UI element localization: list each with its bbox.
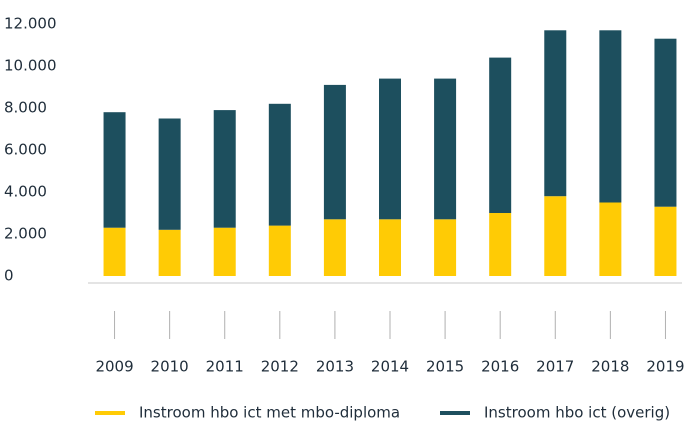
bar-segment bbox=[654, 206, 677, 276]
bar-segment bbox=[103, 227, 126, 276]
y-tick-label: 10.000 bbox=[4, 57, 57, 75]
bar-segment bbox=[379, 78, 401, 220]
x-tick-label: 2018 bbox=[591, 358, 629, 376]
bar-segment bbox=[599, 202, 622, 276]
bar-segment bbox=[544, 196, 567, 276]
legend-label: Instroom hbo ict (overig) bbox=[484, 404, 670, 422]
bar-segment bbox=[268, 225, 291, 276]
bar-segment bbox=[654, 38, 677, 207]
x-tick-label: 2010 bbox=[151, 358, 189, 376]
x-tick-label: 2011 bbox=[206, 358, 244, 376]
x-tick-label: 2015 bbox=[426, 358, 464, 376]
bar-segment bbox=[379, 219, 401, 276]
y-tick-label: 8.000 bbox=[4, 99, 47, 117]
bar-segment bbox=[434, 219, 457, 276]
x-tick-label: 2014 bbox=[371, 358, 409, 376]
y-tick-label: 6.000 bbox=[4, 141, 47, 159]
x-tick-label: 2009 bbox=[95, 358, 133, 376]
bar-segment bbox=[158, 229, 181, 276]
bar-segment bbox=[103, 112, 126, 228]
y-tick-label: 12.000 bbox=[4, 15, 57, 33]
bar-segment bbox=[599, 30, 622, 203]
bar-segment bbox=[489, 57, 512, 213]
bar-segment bbox=[434, 78, 457, 220]
bar-segment bbox=[544, 30, 567, 197]
bar-segment bbox=[323, 84, 346, 220]
legend-label: Instroom hbo ict met mbo-diploma bbox=[139, 404, 400, 422]
bar-segment bbox=[158, 118, 181, 230]
x-tick-label: 2016 bbox=[481, 358, 519, 376]
y-tick-label: 2.000 bbox=[4, 225, 47, 243]
y-tick-label: 0 bbox=[4, 267, 14, 285]
x-tick-label: 2013 bbox=[316, 358, 354, 376]
y-tick-label: 4.000 bbox=[4, 183, 47, 201]
x-tick-label: 2019 bbox=[646, 358, 684, 376]
x-tick-label: 2017 bbox=[536, 358, 574, 376]
bar-segment bbox=[268, 103, 291, 226]
bar-segment bbox=[213, 110, 236, 228]
x-tick-label: 2012 bbox=[261, 358, 299, 376]
bar-segment bbox=[213, 227, 236, 276]
bar-segment bbox=[489, 213, 512, 276]
bar-segment bbox=[323, 219, 346, 276]
